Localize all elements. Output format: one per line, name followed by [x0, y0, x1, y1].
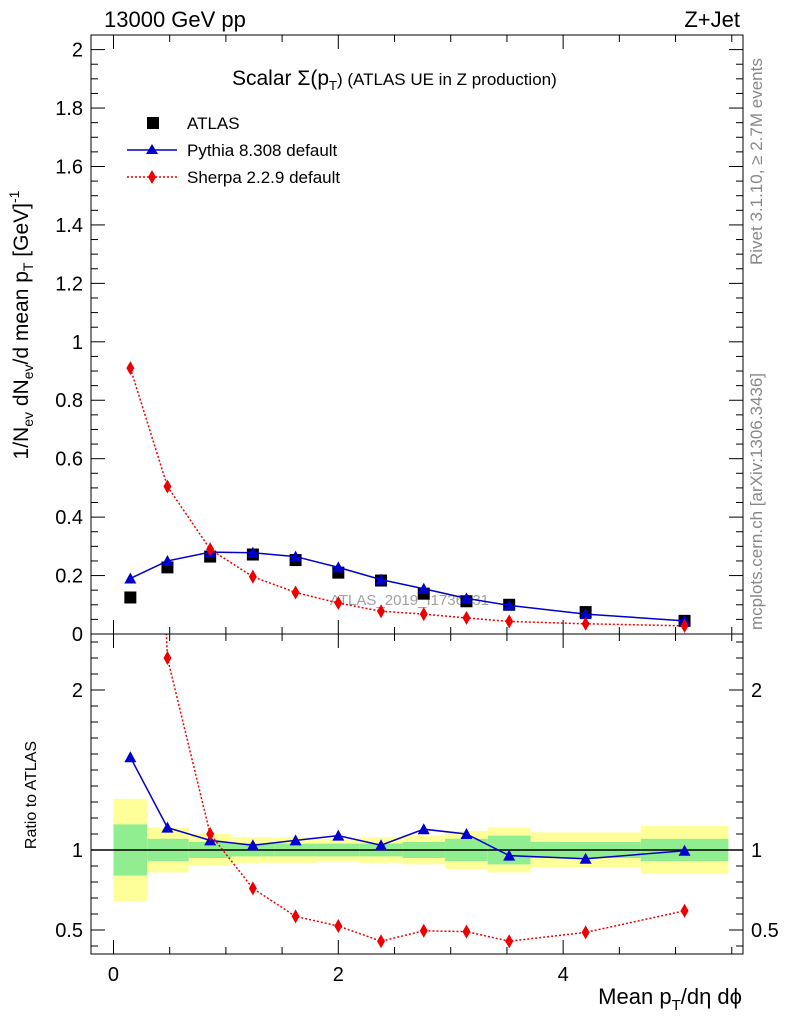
ratio-ytick-label-right: 1	[751, 840, 762, 862]
ratio-sherpa-point	[248, 881, 257, 896]
top-ytick-label: 0.4	[55, 507, 83, 529]
ratio-sherpa-point	[581, 925, 590, 940]
ratio-pythia-point	[289, 834, 302, 846]
ratio-sherpa-point	[163, 651, 172, 665]
ratio-sherpa-line	[165, 634, 685, 942]
legend-pythia-marker	[146, 144, 158, 154]
ratio-pythia-point	[161, 821, 174, 833]
mcplots-label: mcplots.cern.ch [arXiv:1306.3436]	[747, 373, 766, 630]
ratio-pythia-point	[332, 829, 345, 841]
top-atlas-point	[124, 591, 137, 604]
top-pythia-point	[375, 573, 388, 585]
ratio-y-axis-label: Ratio to ATLAS	[23, 741, 40, 849]
top-pythia-point	[124, 572, 137, 584]
ratio-pythia-point	[124, 751, 137, 763]
ratio-sherpa-point	[462, 924, 471, 939]
top-sherpa-point	[680, 618, 689, 633]
ratio-pythia-point	[678, 844, 691, 856]
ratio-ytick-label: 1	[72, 840, 83, 862]
top-ytick-label: 1	[72, 332, 83, 354]
top-sherpa-point	[377, 604, 386, 619]
top-sherpa-point	[291, 585, 300, 600]
ratio-pythia-point	[246, 839, 259, 851]
top-sherpa-point	[206, 542, 215, 557]
top-ytick-label: 0.6	[55, 449, 83, 471]
ratio-sherpa-point	[377, 934, 386, 949]
top-sherpa-point	[581, 616, 590, 631]
top-sherpa-point	[419, 607, 428, 622]
ratio-ytick-label-right: 0.5	[751, 920, 779, 942]
top-sherpa-point	[126, 361, 135, 376]
ratio-pythia-point	[375, 839, 388, 851]
plot-title: Scalar Σ(pT) (ATLAS UE in Z production)	[232, 67, 557, 93]
ratio-axis-ticks: 0.5 0.5 1 1 2 2 0 2 4	[55, 634, 779, 986]
top-ytick-label: 1.8	[55, 98, 83, 120]
ratio-pythia-point	[460, 828, 473, 839]
top-pythia-point	[417, 582, 430, 594]
xtick-label: 2	[333, 964, 344, 986]
ratio-sherpa-point	[206, 827, 215, 841]
top-ytick-label: 0.8	[55, 390, 83, 412]
top-sherpa-point	[163, 479, 172, 494]
top-sherpa-line	[129, 367, 685, 627]
ratio-uncertainty-bands	[91, 798, 743, 902]
energy-label: 13000 GeV pp	[104, 7, 246, 32]
top-ytick-label: 1.6	[55, 156, 83, 178]
ratio-ytick-label: 0.5	[55, 920, 83, 942]
top-axis-ticks: 0 0.2 0.4 0.6 0.8 1 1.2 1.4 1.6 1.8 2	[55, 35, 743, 646]
legend-atlas-label: ATLAS	[187, 114, 240, 133]
top-pythia-point	[460, 592, 473, 604]
top-series-layer	[124, 361, 691, 633]
legend-atlas-marker	[147, 117, 159, 129]
xtick-label: 4	[558, 964, 569, 986]
legend-sherpa-marker	[148, 170, 156, 184]
legend-sherpa-label: Sherpa 2.2.9 default	[187, 168, 340, 187]
ratio-pythia-point	[579, 852, 592, 864]
analysis-watermark: ATLAS_2019_I1736531	[330, 592, 489, 609]
top-pythia-point	[289, 550, 302, 562]
ratio-panel-frame	[90, 633, 744, 955]
ratio-ytick-label: 2	[72, 680, 83, 702]
legend-pythia-label: Pythia 8.308 default	[187, 141, 338, 160]
top-sherpa-point	[505, 614, 514, 629]
top-sherpa-point	[462, 610, 471, 625]
ratio-series-layer	[124, 634, 691, 949]
top-sherpa-point	[248, 569, 257, 584]
ratio-sherpa-point	[505, 934, 514, 949]
ratio-pythia-point	[503, 849, 516, 861]
rivet-version-label: Rivet 3.1.10, ≥ 2.7M events	[747, 58, 766, 265]
top-pythia-point	[161, 554, 174, 566]
xtick-label: 0	[108, 964, 119, 986]
process-label: Z+Jet	[684, 7, 740, 32]
ratio-pythia-point	[417, 823, 430, 835]
ratio-sherpa-point	[419, 923, 428, 938]
top-ytick-label: 1.2	[55, 273, 83, 295]
ratio-sherpa-point	[680, 903, 689, 918]
ratio-pythia-line	[129, 756, 685, 860]
top-pythia-line	[130, 551, 685, 622]
top-pythia-point	[579, 608, 592, 620]
top-ytick-label: 2	[72, 40, 83, 62]
top-y-axis-label: 1/Nev dNev/d mean pT [GeV]-1	[6, 190, 36, 459]
top-sherpa-point	[334, 596, 343, 611]
top-pythia-point	[503, 599, 516, 611]
ratio-ytick-label-right: 2	[751, 680, 762, 702]
top-pythia-point	[332, 561, 345, 573]
top-ytick-label: 1.4	[55, 215, 83, 237]
ratio-sherpa-point	[334, 919, 343, 933]
top-ytick-label: 0	[72, 624, 83, 646]
top-ytick-label: 0.2	[55, 566, 83, 588]
top-pythia-point	[246, 546, 259, 558]
ratio-sherpa-point	[291, 909, 300, 924]
x-axis-label: Mean pT/dη dϕ	[598, 984, 742, 1014]
legend: ATLAS Pythia 8.308 default Sherpa 2.2.9 …	[127, 114, 340, 187]
